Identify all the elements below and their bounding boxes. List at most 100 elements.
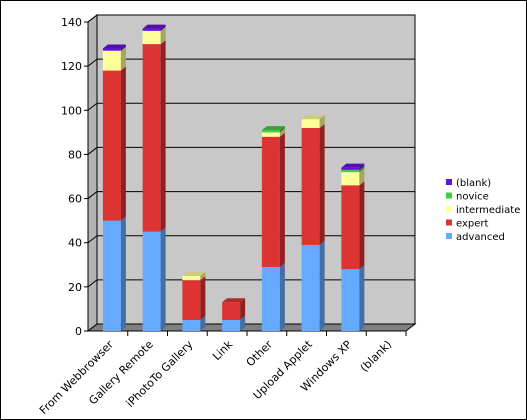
bar-front-face [222, 319, 241, 331]
y-tick-label: 140 [61, 16, 82, 29]
legend-item-intermediate: intermediate [446, 205, 520, 216]
bar-side-face [359, 163, 365, 170]
legend-swatch [446, 192, 452, 199]
bar-side-face [200, 276, 206, 320]
bar-segment-blank-6 [341, 163, 365, 170]
legend-label: novice [456, 192, 489, 203]
y-tick-labels: 0 20 40 60 80 100 120 140 [61, 16, 82, 338]
plot-background [86, 13, 417, 333]
legend: (blank) novice intermediate expert advanced [446, 178, 520, 243]
bar-segment-advanced-0 [102, 216, 126, 331]
bar-front-face [102, 70, 121, 221]
y-tick-label: 40 [68, 237, 82, 250]
legend-item-blank: (blank) [446, 178, 491, 189]
x-tick-label: iPhotoTo Gallery [124, 338, 196, 410]
bar-side-face [240, 315, 246, 331]
bar-segment-expert-0 [102, 66, 126, 221]
y-tick-label: 20 [68, 281, 82, 294]
y-tick-label: 80 [68, 148, 82, 161]
legend-label: intermediate [456, 205, 520, 216]
bar-front-face [301, 119, 320, 128]
legend-label: (blank) [456, 178, 491, 189]
bar-front-face [102, 48, 121, 51]
y-tick-label: 100 [61, 104, 82, 117]
bar-side-face [160, 227, 166, 331]
bar-front-face [182, 280, 201, 320]
legend-swatch [446, 233, 452, 239]
bar-front-face [102, 50, 121, 71]
bar-top-face [142, 24, 166, 29]
bar-segment-expert-6 [341, 181, 365, 270]
bar-side-face [359, 168, 365, 186]
bar-side-face [160, 24, 166, 31]
bar-front-face [142, 231, 161, 331]
gridline-side [87, 191, 98, 199]
bar-segment-expert-2 [182, 276, 206, 320]
bar-front-face [341, 169, 360, 173]
floor [86, 323, 417, 332]
bar-front-face [261, 130, 280, 133]
bar-front-face [341, 167, 360, 170]
bar-segment-expert-3 [222, 298, 246, 320]
bar-top-face [222, 298, 246, 303]
bar-front-face [142, 28, 161, 31]
bar-top-face [301, 115, 325, 120]
bar-front-face [341, 269, 360, 331]
bar-top-face [341, 163, 365, 168]
legend-swatch [446, 219, 452, 226]
bar-segment-intermediate-2 [182, 271, 206, 281]
bar-segment-blank-1 [142, 24, 166, 31]
bar-front-face [182, 319, 201, 331]
bar-front-face [261, 266, 280, 331]
bar-segment-advanced-2 [182, 315, 206, 331]
bar-front-face [102, 220, 121, 331]
bar-side-face [359, 165, 365, 173]
bar-segment-advanced-1 [142, 227, 166, 331]
legend-item-expert: expert [446, 219, 489, 230]
bar-segment-blank-0 [102, 44, 126, 51]
bar-side-face [319, 115, 325, 128]
bar-segment-expert-4 [261, 132, 285, 267]
x-tick-label: (blank) [358, 338, 395, 375]
legend-label: expert [456, 219, 489, 230]
bar-side-face [240, 298, 246, 320]
bar-side-face [200, 271, 206, 281]
bar-front-face [182, 275, 201, 281]
bar-top-face [182, 271, 206, 276]
bar-segment-expert-1 [142, 40, 166, 232]
bar-segment-advanced-6 [341, 265, 365, 331]
x-tick-label: Link [210, 337, 236, 363]
bar-side-face [359, 181, 365, 270]
gridline-side [87, 279, 98, 288]
gridline-side [87, 102, 98, 111]
bar-top-face [102, 44, 126, 49]
bar-side-face [279, 132, 285, 267]
bar-front-face [301, 244, 320, 331]
bar-side-face [279, 126, 285, 133]
y-tick-label: 60 [68, 193, 82, 206]
bar-segment-novice-6 [341, 165, 365, 173]
bar-front-face [341, 185, 360, 270]
bar-segment-advanced-5 [301, 240, 325, 331]
bar-segment-expert-5 [301, 123, 325, 245]
bar-segment-intermediate-5 [301, 115, 325, 128]
bar-side-face [279, 262, 285, 331]
bar-front-face [142, 44, 161, 232]
bar-segment-intermediate-1 [142, 26, 166, 45]
gridline-side [87, 58, 98, 67]
bar-segment-intermediate-4 [261, 128, 285, 137]
bar-segment-advanced-3 [222, 315, 246, 331]
y-tick-label: 120 [61, 60, 82, 73]
bar-front-face [142, 30, 161, 45]
bar-side-face [359, 265, 365, 331]
bar-side-face [279, 128, 285, 137]
bar-segment-advanced-4 [261, 262, 285, 331]
bar-side-face [160, 40, 166, 232]
bars [102, 24, 365, 331]
bar-side-face [200, 315, 206, 331]
gridline-side [87, 147, 98, 155]
bar-side-face [120, 216, 126, 331]
bar-side-face [319, 240, 325, 331]
legend-item-novice: novice [446, 192, 489, 203]
